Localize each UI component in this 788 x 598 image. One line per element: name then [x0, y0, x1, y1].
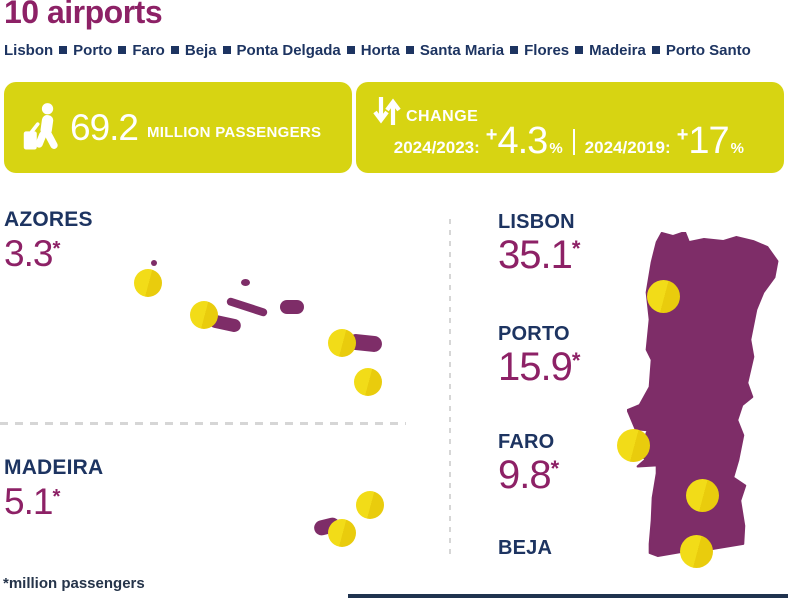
- change-arrows-icon: [373, 97, 401, 125]
- list-separator-square: [59, 46, 68, 54]
- passengers-value: 69.2: [70, 106, 139, 148]
- airport-list-item: Horta: [360, 42, 400, 59]
- graciosa-island: [241, 279, 250, 286]
- airport-list-item: Madeira: [589, 42, 646, 59]
- dot-flores: [134, 269, 162, 297]
- list-separator-square: [651, 46, 660, 54]
- change-values: 2024/2023: + 4.3 % 2024/2019: + 17 %: [394, 120, 744, 163]
- list-separator-square: [510, 46, 519, 54]
- portugal-map: [627, 232, 779, 557]
- dot-ponta-delgada: [328, 329, 356, 357]
- airport-list-item: Flores: [524, 42, 570, 59]
- madeira-label: MADEIRA: [4, 456, 104, 479]
- airport-list-item: Faro: [132, 42, 165, 59]
- airport-list-item: Porto Santo: [665, 42, 751, 59]
- page-title: 10 airports: [4, 0, 163, 30]
- dot-madeira: [328, 519, 356, 547]
- change-sign-1: +: [485, 124, 498, 146]
- change-period-1: 2024/2023:: [393, 138, 480, 157]
- faro-asterisk: *: [550, 455, 560, 481]
- airport-list-item: Santa Maria: [419, 42, 505, 59]
- azores-asterisk: *: [52, 237, 60, 260]
- dot-beja: [686, 479, 719, 512]
- airport-list-item: Ponta Delgada: [236, 42, 341, 59]
- airport-list-item: Beja: [184, 42, 217, 59]
- faro-value: 9.8*: [498, 453, 560, 497]
- change-label: CHANGE: [406, 108, 479, 125]
- madeira-asterisk: *: [52, 485, 60, 508]
- porto-asterisk: *: [571, 347, 581, 373]
- list-separator-square: [346, 46, 355, 54]
- dot-lisbon: [617, 429, 650, 462]
- dot-faro: [680, 535, 713, 568]
- azores-value: 3.3*: [4, 233, 60, 274]
- list-separator-square: [118, 46, 127, 54]
- beja-label: BEJA: [498, 537, 553, 559]
- passengers-label: MILLION PASSENGERS: [147, 124, 322, 141]
- madeira-value: 5.1*: [4, 481, 60, 522]
- azores-label: AZORES: [4, 208, 93, 231]
- terceira-island: [280, 300, 304, 314]
- list-separator-square: [222, 46, 231, 54]
- dot-santa-maria: [354, 368, 382, 396]
- list-separator-square: [405, 46, 414, 54]
- list-separator-square: [170, 46, 179, 54]
- change-value-1: 4.3: [497, 120, 548, 162]
- dot-porto-santo: [356, 491, 384, 519]
- footnote: *million passengers: [3, 575, 145, 592]
- change-sign-2: +: [676, 124, 689, 146]
- change-period-2: 2024/2019:: [584, 138, 671, 157]
- porto-value: 15.9*: [498, 345, 581, 389]
- change-divider: [572, 128, 575, 155]
- lisbon-label: LISBON: [498, 211, 575, 233]
- airport-list: Lisbon Porto Faro Beja Ponta Delgada Horta San…: [4, 42, 788, 59]
- footer-bar: [348, 594, 788, 598]
- dot-porto: [647, 280, 680, 313]
- change-value-2: 17: [688, 120, 729, 162]
- airport-list-item: Porto: [73, 42, 113, 59]
- dot-horta: [190, 301, 218, 329]
- horizontal-dashed-separator: [0, 422, 406, 425]
- list-separator-square: [575, 46, 584, 54]
- porto-label: PORTO: [498, 323, 570, 345]
- traveler-icon: [23, 102, 58, 149]
- vertical-dashed-separator: [449, 219, 451, 558]
- change-banner: CHANGE 2024/2023: + 4.3 % 2024/2019: + 1…: [356, 82, 784, 173]
- change-unit-1: %: [549, 140, 563, 157]
- passengers-banner: 69.2 MILLION PASSENGERS: [4, 82, 352, 173]
- faro-label: FARO: [498, 431, 555, 453]
- corvo-island: [151, 260, 157, 266]
- sao-jorge-island: [225, 296, 269, 318]
- airport-list-item: Lisbon: [4, 42, 54, 59]
- lisbon-value: 35.1*: [498, 233, 581, 277]
- change-unit-2: %: [730, 140, 744, 157]
- lisbon-asterisk: *: [571, 235, 581, 261]
